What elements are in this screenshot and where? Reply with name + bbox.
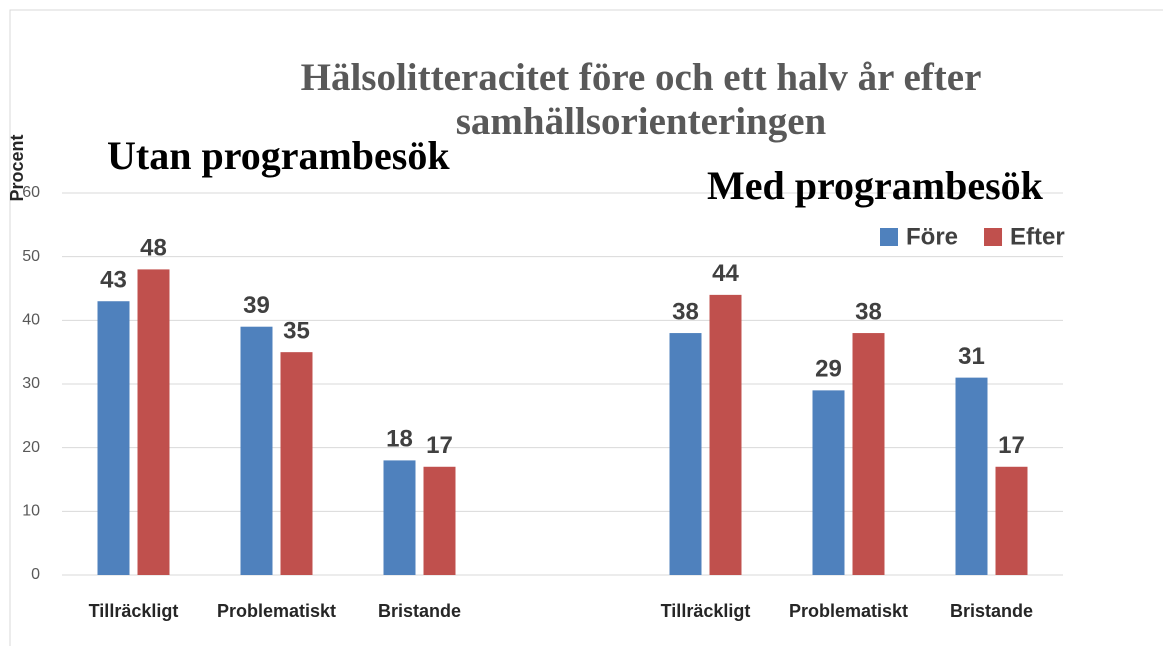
bar — [995, 466, 1028, 575]
x-tick-label: Bristande — [950, 601, 1033, 621]
x-tick-label: Problematiskt — [217, 601, 336, 621]
y-tick-label: 20 — [22, 439, 40, 456]
x-tick-label: Problematiskt — [789, 601, 908, 621]
y-tick-label: 30 — [22, 375, 40, 392]
legend-label: Före — [906, 223, 958, 250]
x-tick-label: Tillräckligt — [661, 601, 751, 621]
y-tick-label: 60 — [22, 184, 40, 201]
data-label: 38 — [672, 298, 699, 325]
data-label: 29 — [815, 356, 842, 383]
chart-title: Hälsolitteracitet före och ett halv år e… — [300, 56, 982, 143]
data-label: 17 — [426, 432, 453, 459]
data-label: 17 — [998, 432, 1025, 459]
data-label: 35 — [283, 318, 310, 345]
data-label: 38 — [855, 298, 882, 325]
y-tick-label: 50 — [22, 248, 40, 265]
group-title: Utan programbesök — [107, 133, 450, 178]
bar — [383, 460, 416, 575]
chart-border — [9, 9, 1163, 646]
legend-label: Efter — [1010, 223, 1065, 250]
bar — [955, 377, 988, 575]
x-tick-label: Tillräckligt — [89, 601, 179, 621]
bar — [812, 390, 845, 575]
y-tick-label: 40 — [22, 312, 40, 329]
group-title: Med programbesök — [707, 163, 1044, 208]
data-label: 44 — [712, 260, 739, 287]
legend-swatch — [880, 228, 898, 246]
bar — [852, 333, 885, 575]
data-label: 18 — [386, 426, 413, 453]
bar — [280, 352, 313, 575]
y-tick-label: 10 — [22, 503, 40, 520]
x-tick-label: Bristande — [378, 601, 461, 621]
data-label: 48 — [140, 235, 167, 262]
bar — [423, 466, 456, 575]
data-label: 43 — [100, 267, 127, 294]
y-tick-label: 0 — [31, 566, 40, 583]
data-label: 31 — [958, 343, 985, 370]
legend-swatch — [984, 228, 1003, 246]
y-axis-label: Procent — [7, 134, 27, 201]
bar — [97, 301, 130, 575]
bar — [240, 326, 273, 575]
bar — [137, 269, 170, 575]
bar — [709, 294, 742, 575]
bar — [669, 333, 702, 575]
data-label: 39 — [243, 292, 270, 319]
